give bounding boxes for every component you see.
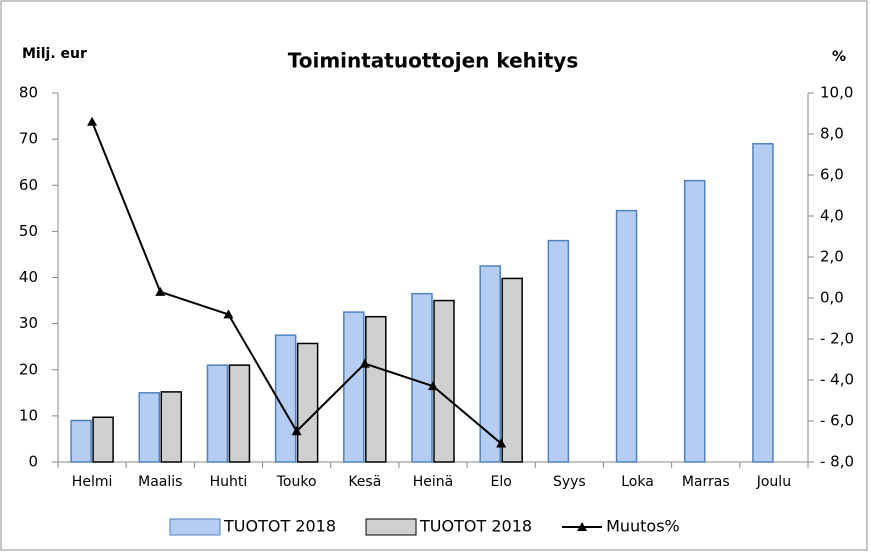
y2-tick-label: - 2,0 <box>820 330 854 348</box>
x-tick-label: Loka <box>621 474 654 490</box>
y-tick-label: 50 <box>19 222 38 240</box>
y-tick-label: 40 <box>19 268 38 286</box>
y2-tick-label: 2,0 <box>820 248 844 266</box>
bar <box>160 391 183 463</box>
x-tick-label: Syys <box>553 474 586 490</box>
x-tick-label: Kesä <box>348 474 381 490</box>
line-marker <box>291 426 302 436</box>
bar <box>206 364 229 463</box>
line-marker <box>496 438 507 448</box>
y2-tick-label: - 6,0 <box>820 412 854 430</box>
y2-tick-label: 4,0 <box>820 207 844 225</box>
bar <box>479 265 501 463</box>
x-tick-label: Helmi <box>72 474 113 490</box>
x-tick-label: Marras <box>682 474 730 490</box>
y-tick-label: 20 <box>19 360 38 378</box>
x-tick-label: Joulu <box>756 474 791 490</box>
y2-tick-label: - 4,0 <box>820 371 854 389</box>
x-tick-label: Heinä <box>413 474 453 490</box>
y-tick-label: 70 <box>19 130 38 148</box>
bar <box>138 392 161 463</box>
y-axis-label: Milj. eur <box>22 46 87 62</box>
line-marker <box>428 381 438 391</box>
line-marker <box>223 309 234 319</box>
line-marker <box>87 116 98 126</box>
bar <box>365 315 387 463</box>
chart-title: Toimintatuottojen kehitys <box>288 49 579 73</box>
y-tick-label: 80 <box>19 84 38 102</box>
legend-label: TUOTOT 2018 <box>223 517 336 536</box>
bar <box>433 299 455 463</box>
legend-swatch-marker <box>577 522 588 531</box>
line-marker <box>359 358 370 368</box>
bar <box>296 342 319 463</box>
y-tick-label: 10 <box>19 406 38 424</box>
x-tick-label: Elo <box>491 474 512 490</box>
legend-swatch <box>169 518 221 536</box>
y-tick-label: 60 <box>19 176 38 194</box>
bar <box>547 239 570 463</box>
y2-tick-label: 8,0 <box>820 125 844 143</box>
bar <box>228 364 251 463</box>
bar <box>501 277 523 463</box>
bar <box>683 179 706 463</box>
legend-label: TUOTOT 2018 <box>419 517 532 536</box>
x-tick-label: Maalis <box>138 474 182 490</box>
legend-swatch <box>365 518 417 536</box>
bar <box>343 311 365 463</box>
bar <box>752 142 774 463</box>
y-tick-label: 30 <box>19 314 38 332</box>
y2-tick-label: 0,0 <box>820 289 844 307</box>
y2-axis-label: % <box>832 49 846 65</box>
bar <box>274 334 297 463</box>
x-tick-label: Touko <box>276 474 317 490</box>
y2-tick-label: 10,0 <box>820 84 853 102</box>
y-tick-label: 0 <box>28 453 38 471</box>
x-tick-label: Huhti <box>210 474 248 490</box>
y2-tick-label: 6,0 <box>820 166 844 184</box>
line-marker <box>155 286 166 296</box>
bar <box>615 209 638 463</box>
bar <box>92 416 114 463</box>
legend-label: Muutos% <box>606 517 680 536</box>
bar <box>411 292 433 463</box>
bar <box>70 419 92 463</box>
y2-tick-label: - 8,0 <box>820 453 854 471</box>
